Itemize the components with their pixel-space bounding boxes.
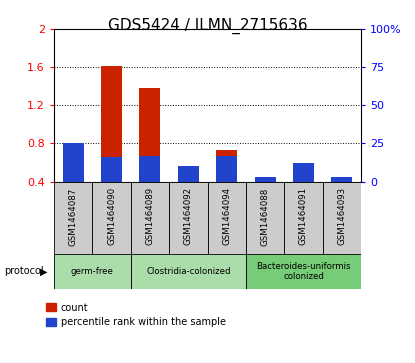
Bar <box>331 177 352 182</box>
Bar <box>216 150 237 182</box>
Text: GSM1464093: GSM1464093 <box>337 187 347 245</box>
Bar <box>178 180 199 182</box>
Text: GDS5424 / ILMN_2715636: GDS5424 / ILMN_2715636 <box>107 18 308 34</box>
Text: GSM1464088: GSM1464088 <box>261 187 270 245</box>
Bar <box>169 182 208 254</box>
Bar <box>284 182 323 254</box>
Bar <box>139 88 161 182</box>
Text: Bacteroides-uniformis
colonized: Bacteroides-uniformis colonized <box>256 262 351 281</box>
Text: GSM1464092: GSM1464092 <box>184 187 193 245</box>
Text: ▶: ▶ <box>40 266 47 276</box>
Bar <box>216 156 237 182</box>
Bar <box>131 182 169 254</box>
Bar <box>101 66 122 182</box>
Bar <box>293 180 314 182</box>
Bar <box>131 254 246 289</box>
Bar <box>54 254 131 289</box>
Bar <box>323 182 361 254</box>
Text: GSM1464089: GSM1464089 <box>145 187 154 245</box>
Bar <box>178 166 199 182</box>
Bar <box>63 143 84 182</box>
Bar <box>54 182 93 254</box>
Text: protocol: protocol <box>4 266 44 276</box>
Text: germ-free: germ-free <box>71 267 114 276</box>
Text: GSM1464091: GSM1464091 <box>299 187 308 245</box>
Bar <box>293 163 314 182</box>
Bar <box>63 144 84 182</box>
Bar <box>254 177 276 182</box>
Legend: count, percentile rank within the sample: count, percentile rank within the sample <box>46 302 226 327</box>
Text: Clostridia-colonized: Clostridia-colonized <box>146 267 231 276</box>
Text: GSM1464090: GSM1464090 <box>107 187 116 245</box>
Bar <box>101 157 122 182</box>
Bar <box>208 182 246 254</box>
Text: GSM1464094: GSM1464094 <box>222 187 231 245</box>
Text: GSM1464087: GSM1464087 <box>68 187 78 245</box>
Bar <box>139 156 161 182</box>
Bar <box>93 182 131 254</box>
Bar <box>246 182 284 254</box>
Bar <box>246 254 361 289</box>
